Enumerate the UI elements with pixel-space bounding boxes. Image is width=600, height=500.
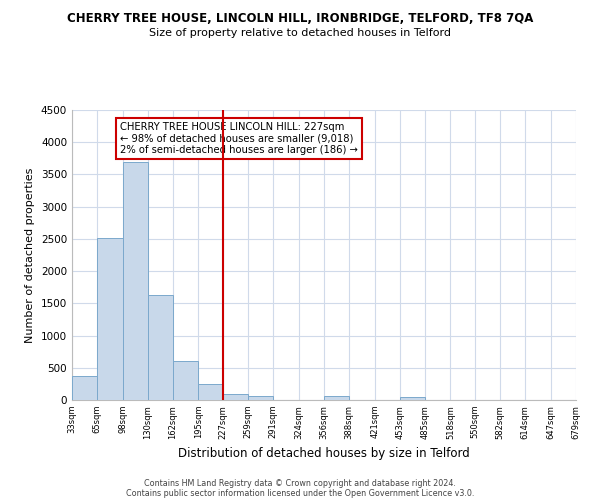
Bar (400, 398, 425, 400)
Bar (324, 396, 349, 400)
Text: Contains HM Land Registry data © Crown copyright and database right 2024.: Contains HM Land Registry data © Crown c… (144, 478, 456, 488)
Y-axis label: Number of detached properties: Number of detached properties (25, 168, 35, 342)
Bar (199, 384, 223, 400)
Text: CHERRY TREE HOUSE, LINCOLN HILL, IRONBRIDGE, TELFORD, TF8 7QA: CHERRY TREE HOUSE, LINCOLN HILL, IRONBRI… (67, 12, 533, 26)
Bar (223, 394, 248, 400)
Bar (72, 376, 97, 400)
Bar (97, 238, 123, 400)
Bar (148, 295, 173, 400)
Bar (123, 162, 148, 400)
X-axis label: Distribution of detached houses by size in Telford: Distribution of detached houses by size … (178, 447, 470, 460)
Bar (248, 396, 273, 400)
Text: Contains public sector information licensed under the Open Government Licence v3: Contains public sector information licen… (126, 488, 474, 498)
Text: CHERRY TREE HOUSE LINCOLN HILL: 227sqm
← 98% of detached houses are smaller (9,0: CHERRY TREE HOUSE LINCOLN HILL: 227sqm ←… (121, 122, 358, 155)
Text: Size of property relative to detached houses in Telford: Size of property relative to detached ho… (149, 28, 451, 38)
Bar (173, 362, 199, 400)
